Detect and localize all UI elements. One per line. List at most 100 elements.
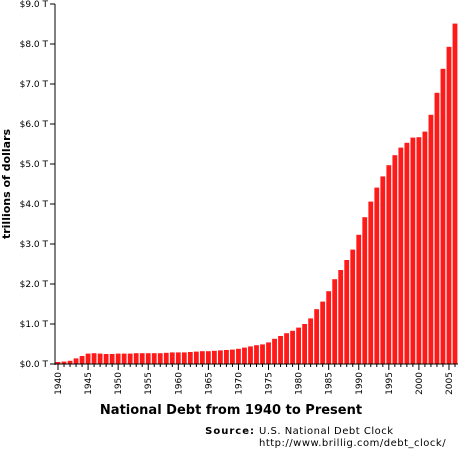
- bar-1949: [109, 354, 115, 364]
- y-tick-label: $7.0 T: [20, 80, 49, 90]
- bar-1954: [139, 353, 145, 364]
- x-tick-label: 1970: [234, 372, 244, 395]
- bar-1963: [193, 351, 199, 364]
- bar-1956: [151, 353, 157, 364]
- bar-1964: [199, 351, 205, 364]
- bar-2005: [446, 46, 452, 365]
- y-tick-label: $3.0 T: [20, 240, 49, 250]
- bar-2001: [422, 131, 428, 364]
- bar-1971: [242, 347, 247, 364]
- bar-1941: [61, 361, 67, 364]
- bar-1999: [410, 137, 416, 364]
- bar-1955: [145, 353, 151, 364]
- bar-1953: [133, 353, 139, 364]
- x-tick-label: 1955: [144, 372, 154, 395]
- y-tick-label: $9.0 T: [20, 0, 49, 10]
- x-tick-label: 2000: [415, 372, 425, 395]
- bar-1967: [218, 350, 223, 364]
- bar-1950: [115, 353, 121, 364]
- y-axis: $0.0 T $1.0 T $2.0 T $3.0 T $4.0 T $5.0 T $6.0…: [20, 0, 56, 370]
- bar-1966: [211, 350, 217, 364]
- bar-1996: [392, 155, 398, 364]
- y-tick-label: $0.0 T: [20, 360, 49, 370]
- bar-1982: [308, 318, 314, 364]
- bar-1978: [284, 333, 289, 364]
- bar-1997: [398, 147, 404, 364]
- bar-1943: [73, 358, 79, 364]
- bar-1983: [314, 309, 320, 364]
- bar-1948: [103, 354, 109, 364]
- x-axis: 1940 1945 1950 1955 1960 1965 1970 1975 1980 1985…: [54, 363, 458, 395]
- bar-2004: [440, 68, 446, 365]
- bar-1976: [272, 338, 277, 364]
- bar-2003: [434, 92, 440, 365]
- bar-1951: [121, 353, 127, 364]
- chart-title: National Debt from 1940 to Present: [100, 403, 362, 418]
- bar-1989: [350, 249, 356, 364]
- bar-2006: [452, 23, 458, 364]
- source-url: http://www.brillig.com/debt_clock/: [259, 438, 446, 449]
- bar-1998: [404, 142, 410, 364]
- bar-2002: [428, 114, 434, 364]
- bar-1984: [320, 301, 326, 364]
- bar-1947: [97, 353, 103, 364]
- bar-1995: [386, 165, 392, 364]
- bar-1942: [67, 360, 73, 364]
- bar-1960: [175, 352, 181, 364]
- bar-1945: [85, 353, 91, 364]
- source-label: Source:: [205, 426, 255, 437]
- bar-1972: [248, 346, 253, 364]
- bar-1990: [356, 234, 362, 364]
- bar-1988: [344, 260, 350, 364]
- x-tick-label: 1940: [54, 372, 64, 395]
- bar-1959: [169, 352, 175, 364]
- bar-1993: [374, 187, 380, 364]
- x-tick-label: 1960: [174, 372, 184, 395]
- bar-1961: [181, 352, 187, 364]
- bar-1986: [332, 279, 338, 364]
- bar-1991: [362, 217, 368, 364]
- x-tick-label: 1950: [114, 372, 124, 395]
- bar-1968: [224, 350, 229, 364]
- bar-2000: [416, 137, 422, 364]
- x-tick-label: 1945: [84, 372, 94, 395]
- x-tick-label: 2005: [445, 372, 455, 395]
- bar-1992: [368, 201, 374, 364]
- bar-1994: [380, 176, 386, 364]
- bar-1987: [338, 270, 344, 364]
- y-axis-label: trillions of dollars: [0, 129, 13, 240]
- bar-1975: [266, 342, 271, 364]
- x-tick-label: 1975: [265, 372, 275, 395]
- bars-group: [55, 23, 458, 365]
- bar-1962: [187, 352, 193, 364]
- y-tick-label: $6.0 T: [20, 120, 49, 130]
- x-tick-label: 1980: [295, 372, 305, 395]
- bar-1969: [230, 349, 235, 364]
- bar-1980: [296, 327, 302, 364]
- y-tick-label: $2.0 T: [20, 280, 49, 290]
- y-tick-label: $8.0 T: [20, 40, 49, 50]
- bar-1940: [55, 362, 61, 364]
- bar-1957: [157, 353, 163, 364]
- bar-1981: [302, 324, 308, 364]
- x-tick-label: 1985: [325, 372, 335, 395]
- bar-1970: [236, 348, 241, 364]
- y-tick-label: $1.0 T: [20, 320, 49, 330]
- bar-1979: [290, 330, 295, 364]
- bar-1965: [205, 351, 211, 364]
- bar-1946: [91, 353, 97, 364]
- bar-1958: [163, 352, 169, 364]
- source-name: U.S. National Debt Clock: [259, 426, 394, 437]
- x-tick-label: 1965: [204, 372, 214, 395]
- y-tick-label: $4.0 T: [20, 200, 49, 210]
- x-tick-label: 1995: [385, 372, 395, 395]
- bar-1977: [278, 336, 283, 364]
- bar-1985: [326, 291, 332, 364]
- bar-1973: [254, 345, 259, 364]
- bar-1944: [79, 356, 85, 364]
- x-tick-label: 1990: [355, 372, 365, 395]
- y-tick-label: $5.0 T: [20, 160, 49, 170]
- bar-1952: [127, 353, 133, 364]
